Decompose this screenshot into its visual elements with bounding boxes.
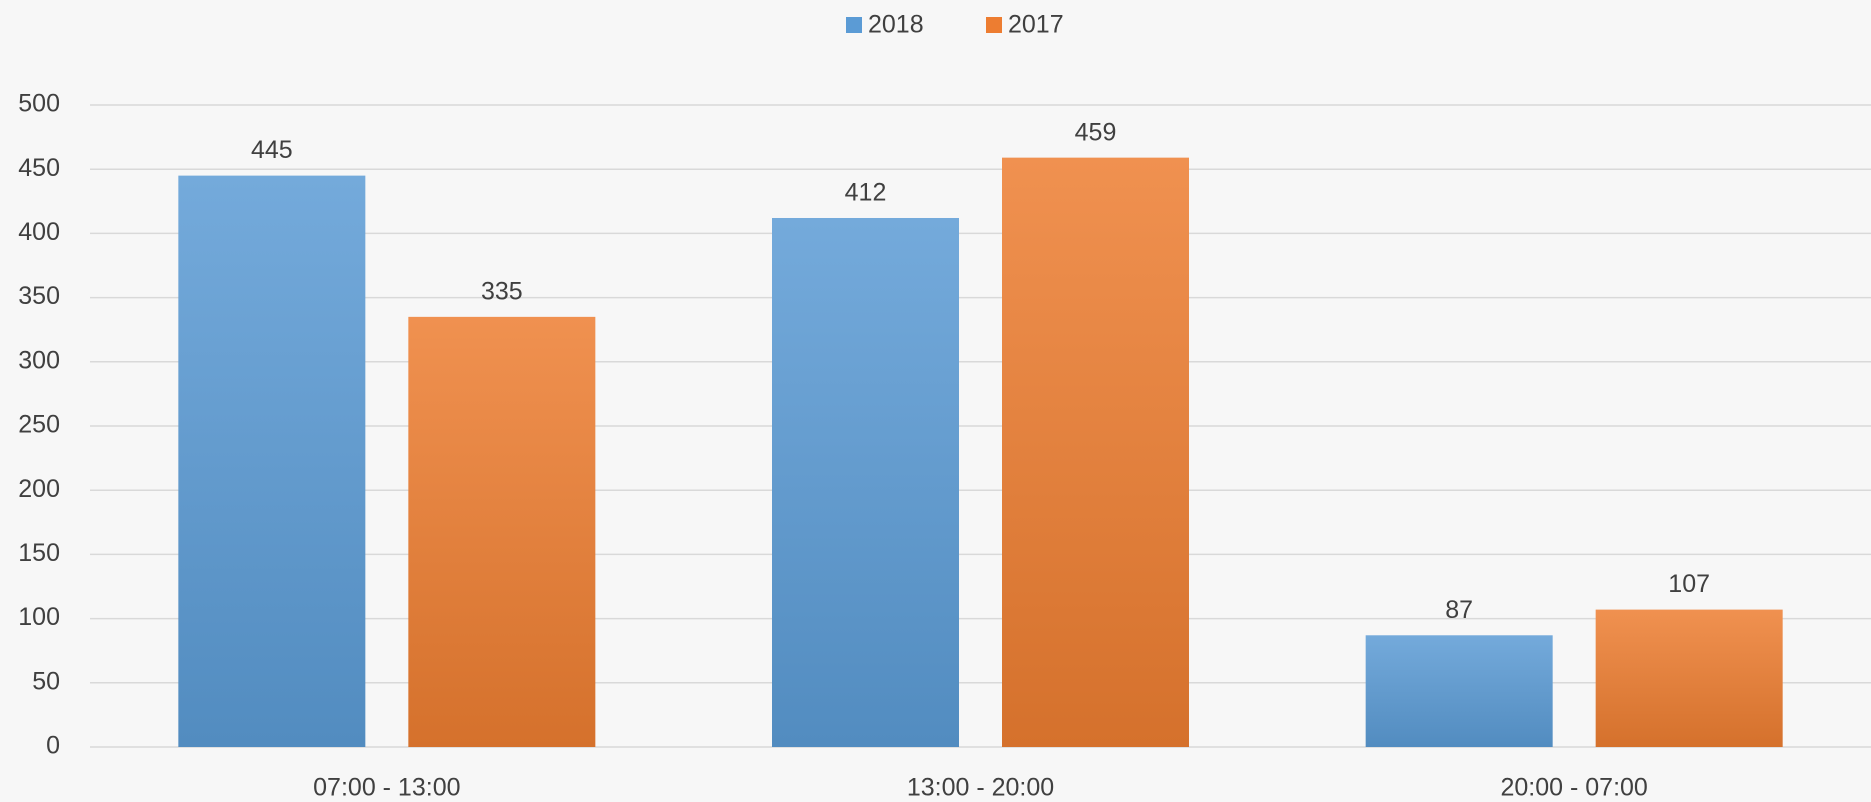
- legend-label: 2018: [868, 11, 924, 39]
- y-tick-label: 450: [18, 154, 60, 182]
- bar: [1595, 609, 1783, 747]
- y-tick-label: 100: [18, 603, 60, 631]
- value-label: 445: [251, 136, 293, 164]
- x-tick-label: 20:00 - 07:00: [1500, 774, 1647, 802]
- bar: [1002, 157, 1189, 748]
- legend-swatch: [986, 17, 1002, 33]
- y-tick-label: 500: [18, 90, 60, 118]
- y-tick-label: 300: [18, 346, 60, 374]
- y-tick-label: 250: [18, 411, 60, 439]
- bar: [408, 316, 596, 747]
- legend-label: 2017: [1008, 11, 1064, 39]
- y-tick-label: 350: [18, 282, 60, 310]
- x-tick-label: 07:00 - 13:00: [313, 774, 460, 802]
- y-tick-label: 50: [32, 667, 60, 695]
- value-label: 412: [845, 179, 887, 207]
- y-tick-label: 0: [46, 732, 60, 760]
- value-label: 459: [1075, 118, 1117, 146]
- y-tick-label: 400: [18, 218, 60, 246]
- bar: [1365, 635, 1553, 747]
- y-tick-label: 150: [18, 539, 60, 567]
- value-label: 87: [1445, 596, 1473, 624]
- y-tick-label: 200: [18, 475, 60, 503]
- legend-swatch: [846, 17, 862, 33]
- bar: [178, 175, 366, 747]
- value-label: 335: [481, 277, 523, 305]
- bar: [772, 217, 959, 747]
- value-label: 107: [1668, 570, 1710, 598]
- x-tick-label: 13:00 - 20:00: [907, 774, 1054, 802]
